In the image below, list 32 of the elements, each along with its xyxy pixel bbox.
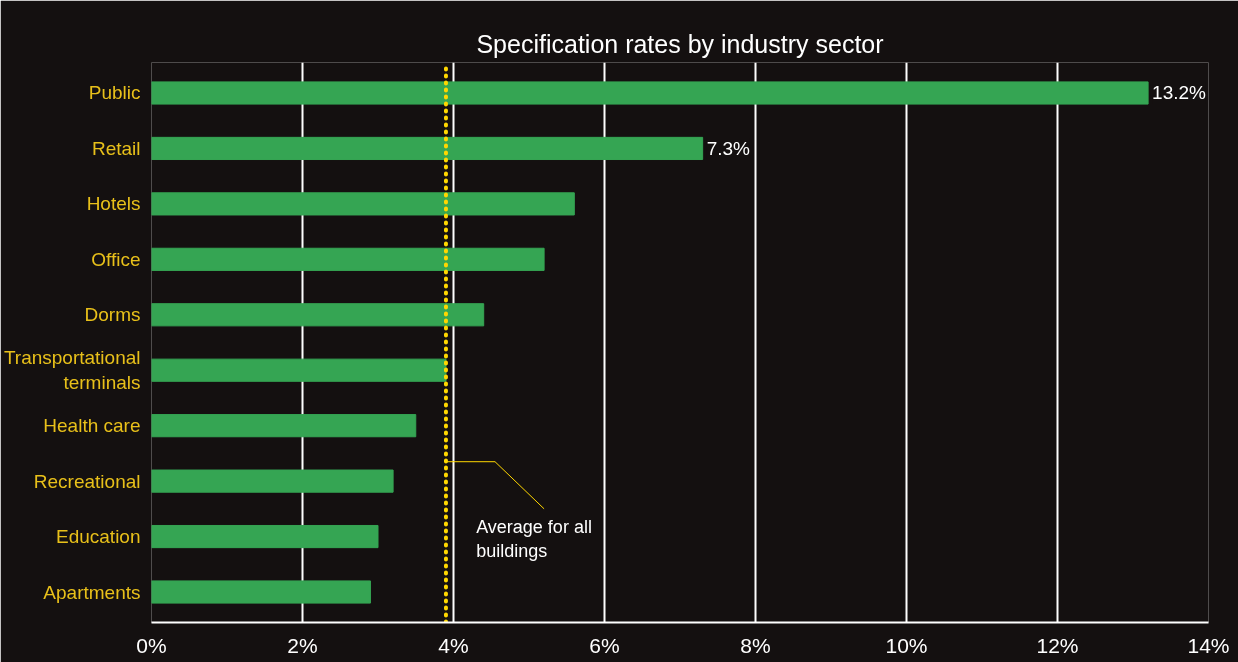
y-tick-label: Retail: [91, 137, 141, 159]
x-tick-label: 4%: [438, 633, 469, 657]
bar: [151, 524, 379, 549]
y-tick-label: Health care: [43, 415, 141, 437]
bar: [151, 358, 447, 382]
bar: [151, 303, 485, 327]
y-tick-label: Education: [55, 526, 141, 548]
x-tick-label: 2%: [287, 633, 318, 657]
y-tick-label: Office: [91, 248, 141, 270]
data-label: 7.3%: [706, 137, 751, 159]
data-label: 13.2%: [1152, 82, 1207, 104]
x-tick-label: 8%: [740, 633, 771, 657]
bar: [151, 136, 704, 161]
y-tick-label: Recreational: [33, 470, 141, 492]
chart-title: Specification rates by industry sector: [476, 29, 884, 58]
x-tick-label: 10%: [885, 633, 928, 657]
y-tick-label: Apartments: [43, 581, 141, 603]
y-tick-label: Public: [88, 82, 141, 104]
bar: [151, 192, 575, 216]
x-tick-label: 6%: [589, 633, 620, 657]
bar: [151, 81, 1149, 105]
bar: [151, 580, 371, 604]
ref-line-label: Average for all buildings: [476, 517, 592, 562]
y-tick-label: Dorms: [84, 304, 141, 326]
x-tick-label: 12%: [1036, 633, 1079, 657]
y-tick-label: Hotels: [86, 193, 141, 215]
y-tick-label: Transportational terminals: [3, 347, 141, 394]
x-tick-label: 0%: [136, 633, 167, 657]
bar: [151, 414, 417, 438]
bar: [151, 469, 394, 493]
bar: [151, 247, 545, 271]
x-tick-label: 14%: [1187, 633, 1230, 657]
